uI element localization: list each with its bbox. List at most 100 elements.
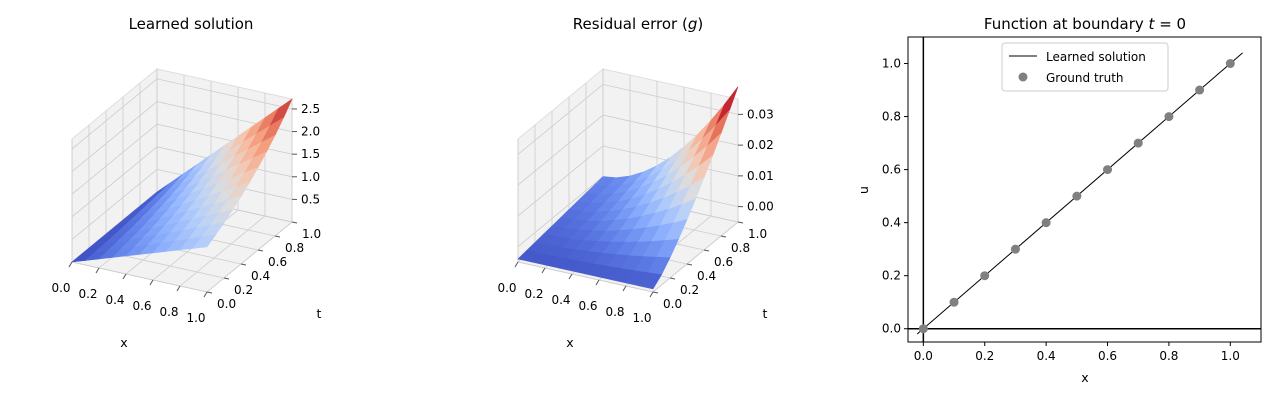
legend-label-learned-solution: Learned solution: [1046, 50, 1146, 64]
y-tick-mark: [703, 249, 710, 252]
y-tick-mark: [652, 291, 659, 294]
y-tick-label: 1.0: [748, 227, 767, 241]
x-tick-label: 0.2: [524, 287, 543, 301]
ground-truth-point: [1010, 244, 1020, 254]
x-tick-label: 0.4: [1037, 349, 1056, 363]
gridline: [71, 168, 293, 240]
y-tick-label: 0.0: [882, 322, 901, 336]
z-tick-label: 1.0: [301, 170, 320, 184]
y-tick-label: 0.8: [285, 241, 304, 255]
y-tick-mark: [274, 235, 281, 238]
y-tick-label: 0.8: [731, 241, 750, 255]
y-tick-mark: [257, 249, 264, 252]
x-tick-mark: [649, 291, 654, 298]
y-tick-label: 1.0: [302, 227, 321, 241]
y-tick-label: 1.0: [882, 57, 901, 71]
ground-truth-point: [1103, 165, 1113, 175]
x-tick-label: 0.4: [105, 293, 124, 307]
y-tick-mark: [291, 221, 298, 224]
y-tick-label: 0.6: [714, 255, 733, 269]
legend-marker-swatch: [1018, 72, 1028, 82]
z-tick-label: 2.5: [301, 102, 320, 116]
legend-label-ground-truth: Ground truth: [1046, 71, 1124, 85]
ground-truth-point: [1072, 191, 1082, 201]
y-tick-mark: [686, 263, 693, 266]
x-tick-label: 0.2: [78, 287, 97, 301]
z-tick-label: 0.02: [747, 138, 774, 152]
gridline: [517, 83, 739, 155]
x-tick-mark: [568, 273, 573, 280]
y-tick-label: 0.4: [251, 269, 270, 283]
tick-labels: 0.0 0.2 0.4 0.6 0.8 1.00.00.20.40.60.81.00.00…: [497, 107, 773, 325]
legend-box: [1001, 42, 1169, 92]
x-tick-mark: [149, 279, 154, 286]
ground-truth-point: [1164, 112, 1174, 122]
y-tick-label: 0.6: [268, 255, 287, 269]
x-tick-label: 0.4: [551, 293, 570, 307]
y-tick-mark: [206, 291, 213, 294]
z-tick-label: 0.5: [301, 192, 320, 206]
y-tick-label: 0.2: [680, 283, 699, 297]
ground-truth-point: [949, 297, 959, 307]
panel-boundary-function: Function at boundary t = 0 0.0 0.2 0.4 0.6 0…: [856, 15, 1262, 385]
ground-truth-point: [1041, 218, 1051, 228]
legend: Learned solution Ground truth: [1001, 42, 1169, 92]
x-tick-label: 0.8: [1159, 349, 1178, 363]
z-tick-label: 0.01: [747, 169, 774, 183]
x-tick-mark: [514, 261, 519, 268]
x-tick-mark: [122, 273, 127, 280]
x-axis-label: x: [1081, 370, 1088, 385]
z-tick-label: 1.5: [301, 147, 320, 161]
x-tick-label: 1.0: [632, 311, 651, 325]
gridline: [517, 114, 739, 186]
ground-truth-point: [980, 271, 990, 281]
z-tick-label: 2.0: [301, 125, 320, 139]
x-axis-label: x: [566, 335, 573, 350]
x-tick-mark: [95, 267, 100, 274]
surface-patch: [639, 272, 662, 290]
chart-title: Learned solution: [129, 15, 254, 33]
panel-learned-solution: Learned solution 0.0 0.2 0.4 0.6 0.8 1.00.00.…: [51, 15, 321, 350]
y-tick-label: 0.2: [234, 283, 253, 297]
chart-title: Function at boundary t = 0: [984, 15, 1186, 33]
y-axis-label: t: [317, 306, 322, 321]
y-tick-mark: [720, 235, 727, 238]
x-tick-label: 0.6: [1098, 349, 1117, 363]
x-tick-label: 1.0: [186, 311, 205, 325]
panel-residual-error: Residual error (g) 0.0 0.2 0.4 0.6 0.8 1.00.0…: [497, 15, 773, 350]
y-tick-mark: [223, 277, 230, 280]
x-tick-mark: [68, 261, 73, 268]
y-tick-label: 0.0: [663, 297, 682, 311]
y-axis-label: t: [763, 306, 768, 321]
y-tick-mark: [669, 277, 676, 280]
y-tick-mark: [240, 263, 247, 266]
y-tick-label: 0.4: [882, 216, 901, 230]
x-tick-label: 1.0: [1221, 349, 1240, 363]
y-axis-label: u: [856, 186, 871, 194]
x-axis-label: x: [120, 335, 127, 350]
x-tick-label: 0.6: [132, 299, 151, 313]
x-tick-label: 0.0: [497, 281, 516, 295]
x-tick-mark: [176, 285, 181, 292]
y-tick-label: 0.8: [882, 110, 901, 124]
x-tick-mark: [622, 285, 627, 292]
plot-area: 0.0 0.2 0.4 0.6 0.8 1.0 0.0 0.2 0.4 0.6 0.8 1.0 Lear…: [882, 36, 1262, 363]
gridline: [71, 78, 293, 150]
x-tick-mark: [203, 291, 208, 298]
y-tick-label: 0.4: [697, 269, 716, 283]
z-tick-label: 0.03: [747, 107, 774, 121]
y-tick-label: 0.6: [882, 163, 901, 177]
x-tick-mark: [595, 279, 600, 286]
tick-labels: 0.0 0.2 0.4 0.6 0.8 1.00.00.20.40.60.81.00.51…: [51, 102, 321, 325]
x-tick-label: 0.8: [605, 305, 624, 319]
ground-truth-point: [1195, 85, 1205, 95]
y-tick-label: 0.2: [882, 269, 901, 283]
y-tick-label: 0.0: [217, 297, 236, 311]
x-tick-label: 0.0: [51, 281, 70, 295]
chart-title: Residual error (g): [573, 15, 703, 33]
ground-truth-point: [1133, 138, 1143, 148]
gridline: [71, 261, 208, 293]
y-tick-mark: [737, 221, 744, 224]
x-tick-label: 0.2: [975, 349, 994, 363]
